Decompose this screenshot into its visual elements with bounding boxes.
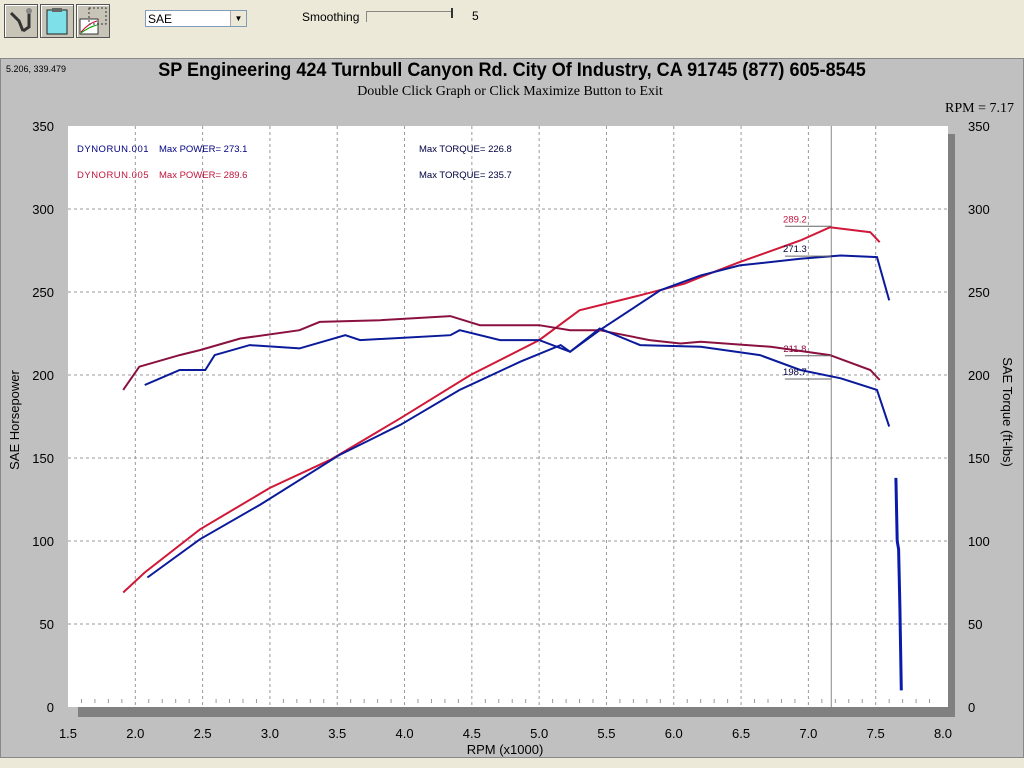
x-tick-label: 7.0 xyxy=(799,726,817,741)
annotation-label: 271.3 xyxy=(783,244,807,255)
legend-run-name: DYNORUN.001 xyxy=(77,144,149,155)
x-tick-label: 4.0 xyxy=(395,726,413,741)
legend-max-power: Max POWER= 273.1 xyxy=(159,144,247,155)
series-trace-trace xyxy=(894,477,903,691)
plot-area xyxy=(68,126,948,707)
unit-select[interactable]: SAE ▼ xyxy=(145,10,247,27)
series-dynorun-001-torque xyxy=(144,327,891,427)
y-tick-label: 0 xyxy=(47,700,54,715)
x-tick-label: 3.0 xyxy=(261,726,279,741)
x-tick-label: 1.5 xyxy=(59,726,77,741)
y2-tick-label: 350 xyxy=(968,119,990,134)
smoothing-label: Smoothing xyxy=(302,10,360,24)
clipboard-icon[interactable] xyxy=(40,4,74,38)
y-tick-label: 150 xyxy=(32,451,54,466)
y2-tick-label: 50 xyxy=(968,617,982,632)
y2-tick-label: 150 xyxy=(968,451,990,466)
x-axis-label: RPM (x1000) xyxy=(467,742,544,757)
x-tick-label: 5.5 xyxy=(597,726,615,741)
y-axis-label: SAE Horsepower xyxy=(7,369,22,469)
x-tick-label: 8.0 xyxy=(934,726,952,741)
x-tick-label: 3.5 xyxy=(328,726,346,741)
series-dynorun-005-torque xyxy=(122,315,881,391)
x-tick-label: 6.0 xyxy=(665,726,683,741)
y-tick-label: 250 xyxy=(32,285,54,300)
rpm-readout: RPM = 7.17 xyxy=(945,101,1014,116)
legend-run-name: DYNORUN.005 xyxy=(77,170,149,181)
graph-overlay-icon[interactable] xyxy=(76,4,110,38)
y2-tick-label: 250 xyxy=(968,285,990,300)
wrench-tools-icon[interactable] xyxy=(4,4,38,38)
y2-tick-label: 300 xyxy=(968,202,990,217)
annotation-label: 289.2 xyxy=(783,214,807,225)
x-tick-label: 5.0 xyxy=(530,726,548,741)
y-tick-label: 200 xyxy=(32,368,54,383)
x-tick-label: 2.5 xyxy=(194,726,212,741)
x-tick-label: 4.5 xyxy=(463,726,481,741)
y2-tick-label: 0 xyxy=(968,700,975,715)
y2-axis-label: SAE Torque (ft-lbs) xyxy=(1000,357,1015,467)
annotation-label: 211.8 xyxy=(783,344,806,355)
smoothing-slider[interactable] xyxy=(366,8,453,22)
legend-max-torque: Max TORQUE= 235.7 xyxy=(419,170,512,181)
toolbar: SAE ▼ Smoothing 5 xyxy=(0,0,1024,58)
chart-title: SP Engineering 424 Turnbull Canyon Rd. C… xyxy=(158,60,866,81)
smoothing-value: 5 xyxy=(472,9,479,23)
annotation-label: 198.7 xyxy=(783,367,807,378)
unit-select-value: SAE xyxy=(148,12,173,26)
chevron-down-icon[interactable]: ▼ xyxy=(230,11,246,26)
y-tick-label: 300 xyxy=(32,202,54,217)
slider-thumb[interactable] xyxy=(451,8,453,18)
legend-max-torque: Max TORQUE= 226.8 xyxy=(419,144,512,155)
legend-max-power: Max POWER= 289.6 xyxy=(159,170,247,181)
y-tick-label: 350 xyxy=(32,119,54,134)
y2-tick-label: 200 xyxy=(968,368,990,383)
x-tick-label: 6.5 xyxy=(732,726,750,741)
cursor-coordinates: 5.206, 339.479 xyxy=(6,64,67,74)
y-tick-label: 50 xyxy=(40,617,54,632)
y-tick-label: 100 xyxy=(32,534,54,549)
chart-subtitle: Double Click Graph or Click Maximize But… xyxy=(357,84,663,99)
y2-tick-label: 100 xyxy=(968,534,990,549)
x-tick-label: 7.5 xyxy=(867,726,885,741)
series-dynorun-005-power xyxy=(122,226,881,594)
x-tick-label: 2.0 xyxy=(126,726,144,741)
